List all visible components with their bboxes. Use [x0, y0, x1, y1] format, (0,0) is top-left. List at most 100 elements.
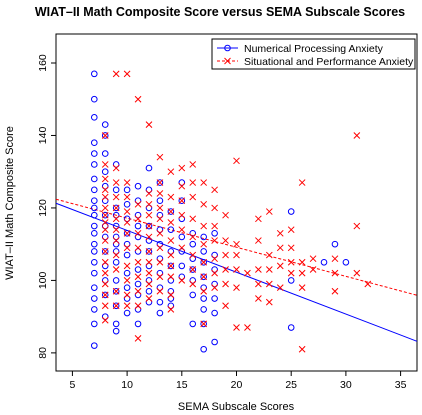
point-numerical: [145, 277, 153, 284]
x-tick-label: 20: [231, 379, 243, 391]
point-numerical: [112, 204, 120, 212]
point-situational: [200, 273, 208, 281]
x-tick-label: 25: [285, 379, 297, 391]
point-situational: [178, 277, 186, 284]
point-numerical: [156, 240, 164, 248]
point-situational: [101, 175, 109, 183]
point-numerical: [145, 298, 153, 306]
point-situational: [233, 284, 240, 292]
point-numerical: [145, 222, 153, 230]
point-numerical: [134, 197, 142, 204]
point-situational: [233, 324, 240, 331]
point-situational: [167, 219, 175, 226]
point-numerical: [134, 280, 142, 288]
point-situational: [112, 204, 120, 212]
point-situational: [167, 237, 175, 244]
y-tick-label: 160: [37, 54, 49, 72]
point-situational: [101, 204, 109, 212]
point-numerical: [101, 313, 109, 320]
point-situational: [222, 266, 229, 273]
point-situational: [123, 229, 131, 237]
point-numerical: [90, 258, 98, 266]
point-situational: [265, 251, 273, 259]
point-situational: [200, 179, 208, 186]
point-situational: [331, 269, 339, 277]
point-situational: [244, 269, 251, 277]
point-situational: [233, 266, 240, 273]
point-situational: [178, 182, 186, 190]
point-numerical: [156, 269, 164, 277]
point-situational: [101, 186, 109, 194]
point-numerical: [211, 251, 218, 259]
legend-box: [211, 38, 416, 70]
point-situational: [265, 280, 273, 288]
point-numerical: [156, 284, 164, 291]
point-numerical: [101, 291, 109, 299]
point-numerical: [178, 215, 186, 223]
point-situational: [255, 266, 262, 273]
point-numerical: [211, 266, 218, 273]
point-numerical: [145, 237, 153, 244]
point-situational: [134, 287, 142, 295]
point-situational: [189, 233, 197, 241]
point-numerical: [167, 277, 175, 284]
point-numerical: [200, 248, 207, 255]
point-situational: [101, 226, 109, 234]
legend-label-numerical: Numerical Processing Anxiety: [244, 43, 384, 55]
point-situational: [123, 277, 131, 284]
point-numerical: [134, 211, 142, 219]
point-numerical: [90, 240, 98, 248]
point-situational: [178, 244, 186, 252]
point-numerical: [156, 226, 164, 233]
point-situational: [211, 255, 218, 263]
point-situational: [167, 168, 175, 176]
point-numerical: [112, 287, 120, 295]
point-situational: [112, 215, 120, 223]
point-numerical: [101, 132, 109, 139]
point-numerical: [342, 258, 350, 266]
point-situational: [145, 280, 153, 288]
point-situational: [156, 179, 164, 186]
point-situational: [123, 291, 131, 299]
point-situational: [101, 316, 109, 324]
point-situational: [101, 161, 109, 168]
point-situational: [112, 302, 120, 310]
x-axis: 5 10 15 20 25 30 35: [69, 371, 407, 391]
point-numerical: [90, 284, 98, 291]
point-numerical: [123, 295, 131, 302]
point-situational: [233, 251, 240, 259]
point-situational: [211, 269, 218, 277]
point-numerical: [134, 320, 142, 328]
legend-label-situational: Situational and Performance Anxiety: [244, 56, 414, 68]
point-situational: [353, 269, 361, 277]
point-numerical: [287, 324, 295, 331]
point-situational: [101, 237, 109, 244]
point-numerical: [90, 295, 98, 302]
point-numerical: [178, 248, 186, 255]
point-situational: [200, 287, 208, 295]
point-numerical: [101, 262, 109, 270]
point-numerical: [156, 298, 164, 306]
point-numerical: [90, 197, 98, 204]
point-numerical: [200, 258, 207, 266]
point-numerical: [178, 233, 186, 241]
point-situational: [200, 258, 208, 266]
point-numerical: [101, 121, 109, 128]
point-situational: [287, 226, 295, 234]
point-situational: [101, 291, 109, 299]
point-situational: [145, 121, 153, 128]
point-numerical: [200, 273, 207, 281]
point-numerical: [90, 222, 98, 230]
point-numerical: [211, 309, 218, 317]
point-situational: [112, 251, 120, 259]
point-situational: [189, 161, 197, 168]
point-numerical: [112, 327, 120, 335]
point-situational: [255, 280, 262, 288]
point-numerical: [178, 273, 186, 281]
point-situational: [276, 262, 284, 270]
point-numerical: [90, 248, 98, 255]
point-situational: [167, 208, 175, 215]
point-situational: [167, 291, 175, 299]
point-situational: [211, 284, 218, 292]
point-situational: [101, 219, 109, 226]
